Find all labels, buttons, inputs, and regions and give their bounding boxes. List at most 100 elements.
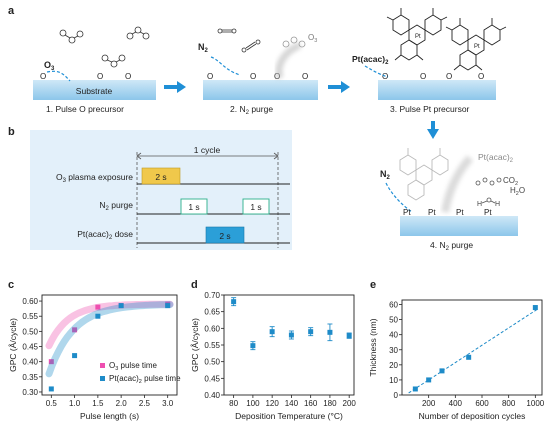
- step4-caption: 4. N2 purge: [430, 240, 473, 252]
- step1: Substrate O O O O3 1. Pulse O precursor: [33, 26, 156, 114]
- n2-label: N2: [198, 42, 209, 54]
- y-tick-label: 50: [389, 316, 398, 325]
- pulse-block: [180, 198, 208, 215]
- o-atom: O: [446, 72, 452, 81]
- pt-atom: Pt: [484, 208, 492, 217]
- panel-e-label: e: [370, 279, 376, 291]
- y-tick-label: 20: [389, 361, 398, 370]
- svg-text:H: H: [477, 201, 482, 208]
- data-point: [118, 303, 124, 309]
- y-tick-label: 10: [389, 376, 398, 385]
- o3-label-ghost: O3: [308, 33, 317, 44]
- data-point: [346, 333, 352, 339]
- x-tick-label: 200: [422, 399, 436, 408]
- n2-label-step4: N2: [380, 169, 391, 181]
- x-tick-label: 1000: [526, 399, 544, 408]
- data-point: [48, 386, 54, 392]
- pt-acac-molecule: Pt: [445, 18, 507, 71]
- x-tick-label: 400: [449, 399, 463, 408]
- chart-c: 0.5 1.0 1.5 2.0 2.5 3.0 0.30 0.35 0.40 0.45 0.50 0.…: [8, 294, 181, 421]
- svg-text:H: H: [495, 201, 500, 208]
- data-point: [532, 305, 538, 311]
- chart-d: 80 100 120 140 160 180 200 0.40 0.45 0.50 0.55 0.60…: [190, 291, 356, 421]
- data-point: [426, 377, 432, 383]
- y-tick-label: 60: [389, 301, 398, 310]
- trend-band: [45, 300, 174, 350]
- data-point: [95, 313, 101, 319]
- purge-trail: [441, 155, 474, 213]
- y-tick-label: 0.45: [204, 374, 220, 383]
- data-point: [231, 299, 237, 305]
- co2-label: CO2: [503, 176, 518, 187]
- y-tick-label: 0.65: [204, 308, 220, 317]
- x-tick-label: 100: [246, 399, 260, 408]
- y-tick-label: 40: [389, 331, 398, 340]
- pulse-block: [242, 198, 270, 215]
- pulse-label: 1 s: [188, 202, 199, 212]
- data-point: [72, 327, 78, 333]
- x-tick-label: 120: [265, 399, 279, 408]
- timing-row-n2: N2 purge 1 s 1 s: [99, 198, 290, 215]
- data-point: [269, 329, 275, 335]
- data-point: [48, 359, 54, 365]
- n2-molecule: [241, 39, 261, 53]
- o-atom: O: [40, 72, 46, 81]
- substrate-2: [203, 80, 318, 100]
- y-tick-label: 0.70: [204, 291, 220, 300]
- step3-caption: 3. Pulse Pt precursor: [390, 104, 470, 114]
- pulse-label: 1 s: [250, 202, 261, 212]
- data-point: [72, 353, 78, 359]
- y-tick-label: 0.40: [204, 391, 220, 400]
- y-axis-label: Thickness (nm): [368, 318, 378, 376]
- x-tick-label: 1.5: [92, 399, 104, 408]
- svg-text:Pt: Pt: [415, 34, 421, 40]
- timing-row-o3: O3 plasma exposure 2 s: [56, 167, 290, 185]
- trend-band: [45, 301, 174, 378]
- ozone-molecule: [59, 29, 84, 44]
- timing-row-pt: Pt(acac)2 dose 2 s: [77, 226, 290, 244]
- x-tick-label: 1.0: [69, 399, 81, 408]
- y-tick-label: 0.60: [22, 297, 38, 306]
- x-axis-label: Deposition Temperature (°C): [235, 411, 343, 421]
- process-arrow: [328, 81, 350, 93]
- process-arrow: [164, 81, 186, 93]
- x-tick-label: 800: [502, 399, 516, 408]
- x-tick-label: 2.5: [139, 399, 151, 408]
- pulse-label: 2 s: [155, 172, 166, 182]
- x-tick-label: 140: [285, 399, 299, 408]
- pt-acac-molecule: Pt: [386, 8, 448, 61]
- svg-text:Pt: Pt: [474, 44, 480, 50]
- plot-frame: [223, 294, 355, 396]
- row-label: Pt(acac)2 dose: [77, 229, 133, 241]
- y-tick-label: 0.50: [22, 327, 38, 336]
- x-axis-label: Number of deposition cycles: [419, 411, 526, 421]
- h2o-molecule: H H: [477, 197, 500, 208]
- substrate-3: [378, 80, 496, 100]
- step2-caption: 2. N2 purge: [230, 104, 273, 116]
- data-point: [250, 343, 256, 349]
- plot-frame: [41, 294, 178, 396]
- cycle-label: 1 cycle: [194, 145, 221, 155]
- flow-arrow: [364, 65, 389, 78]
- o-atom: O: [97, 72, 103, 81]
- y-tick-label: 0.55: [22, 312, 38, 321]
- data-point: [439, 368, 445, 374]
- y-tick-label: 0.50: [204, 358, 220, 367]
- y-axis-label: GPC (Å/cycle): [190, 318, 200, 372]
- step2: O O O O N2 O3 2. N2 purge: [198, 28, 318, 116]
- o-atom: O: [207, 72, 213, 81]
- x-tick-label: 0.5: [46, 399, 58, 408]
- y-tick-label: 0.60: [204, 324, 220, 333]
- x-tick-label: 200: [343, 399, 357, 408]
- x-tick-label: 80: [229, 399, 238, 408]
- x-tick-label: 180: [323, 399, 337, 408]
- x-tick-label: 600: [475, 399, 489, 408]
- flow-arrow: [46, 70, 71, 82]
- pt-atom: Pt: [403, 208, 411, 217]
- data-point: [288, 332, 294, 338]
- y-tick-label: 0.40: [22, 358, 38, 367]
- legend-label: O3 pulse time: [109, 361, 158, 372]
- panel-b-label: b: [8, 126, 15, 138]
- ozone-molecule: [282, 36, 306, 48]
- row-label: O3 plasma exposure: [56, 172, 133, 184]
